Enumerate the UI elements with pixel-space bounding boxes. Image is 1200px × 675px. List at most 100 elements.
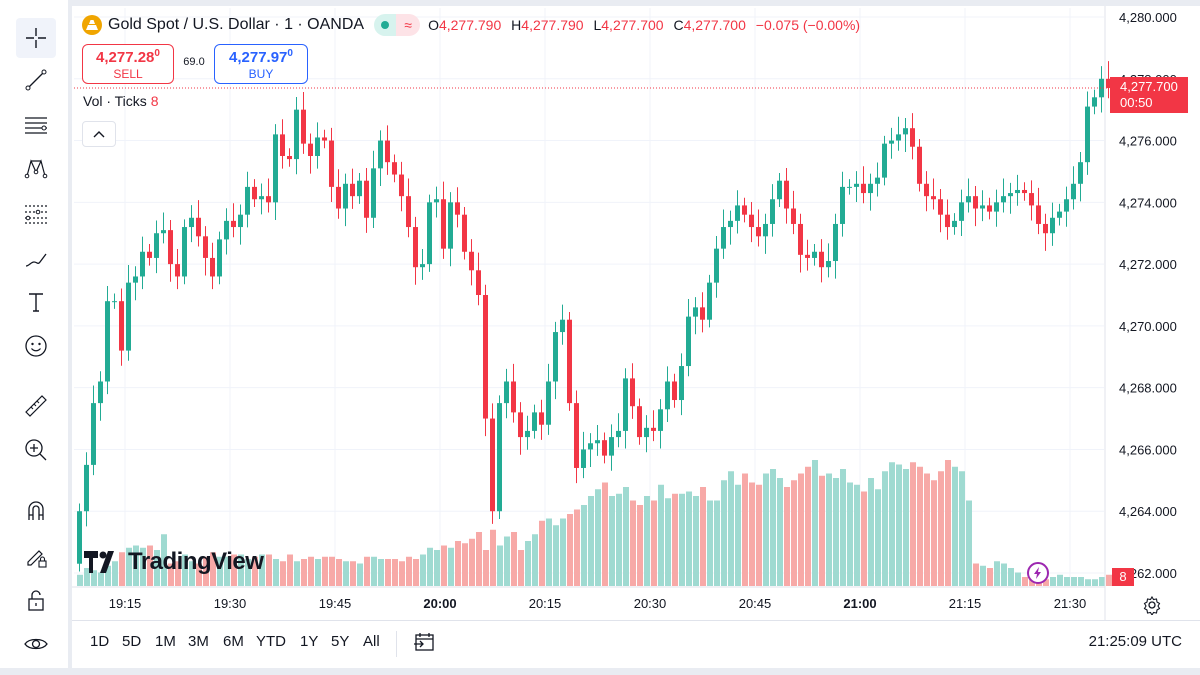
candle-body	[868, 183, 873, 194]
magnet-tool[interactable]	[16, 490, 56, 530]
candle-body	[966, 196, 971, 203]
volume-bar	[525, 541, 531, 586]
candle-body	[392, 162, 397, 175]
volume-bar	[763, 473, 769, 586]
volume-bar	[784, 487, 790, 586]
candle-body	[854, 183, 859, 187]
utc-clock[interactable]: 21:25:09 UTC	[1088, 633, 1182, 650]
candle-body	[273, 134, 278, 203]
brush-tool[interactable]	[16, 238, 56, 278]
candle-body	[1043, 223, 1048, 234]
volume-bar	[483, 550, 489, 586]
volume-bar	[308, 556, 314, 586]
chart-settings-button[interactable]	[1140, 593, 1164, 617]
candle-body	[196, 217, 201, 237]
volume-bar	[910, 462, 916, 586]
flash-icon[interactable]	[1027, 562, 1049, 584]
projection-tool[interactable]	[16, 192, 56, 232]
lock-drawings-tool[interactable]	[16, 536, 56, 576]
volume-bar	[427, 547, 433, 586]
range-1y[interactable]: 1Y	[300, 633, 319, 650]
volume-bar	[637, 505, 643, 586]
volume-bar	[1092, 579, 1098, 586]
time-tick-label: 19:30	[214, 596, 247, 611]
range-1m[interactable]: 1M	[155, 633, 176, 650]
volume-bar	[343, 561, 349, 586]
volume-bar	[154, 550, 160, 586]
volume-bar	[560, 518, 566, 586]
gold-symbol-icon	[82, 15, 102, 35]
range-6m[interactable]: 6M	[223, 633, 244, 650]
candle-body	[84, 464, 89, 512]
range-1d[interactable]: 1D	[90, 633, 110, 650]
candle-body	[945, 214, 950, 228]
volume-bar	[287, 554, 293, 586]
candle-body	[567, 319, 572, 404]
symbol-title[interactable]: Gold Spot / U.S. Dollar · 1 · OANDA	[108, 16, 365, 33]
volume-bar	[469, 538, 475, 586]
pattern-tool[interactable]	[16, 148, 56, 188]
candle-body	[154, 233, 159, 258]
candle-body	[280, 134, 285, 156]
candle-body	[140, 251, 145, 277]
price-chart[interactable]: 4,280.0004,278.0004,276.0004,274.0004,27…	[0, 0, 1200, 620]
volume-bar	[350, 561, 356, 586]
candle-body	[882, 143, 887, 178]
candle-body	[980, 205, 985, 209]
volume-bar	[399, 561, 405, 586]
goto-date-button[interactable]	[412, 630, 436, 658]
range-all[interactable]: All	[363, 633, 380, 650]
range-5d[interactable]: 5D	[122, 633, 142, 650]
emoji-tool[interactable]	[16, 326, 56, 366]
candle-body	[973, 196, 978, 209]
candle-body	[791, 208, 796, 224]
volume-bar	[182, 554, 188, 586]
candle-body	[539, 412, 544, 425]
volume-bar	[210, 552, 216, 586]
eye-tool[interactable]	[16, 624, 56, 664]
collapse-legend-button[interactable]	[82, 121, 116, 147]
volume-bar	[252, 556, 258, 586]
candle-body	[1099, 78, 1104, 98]
candle-body	[112, 301, 117, 303]
candle-body	[245, 186, 250, 215]
text-tool[interactable]	[16, 282, 56, 322]
price-tick-label: 4,276.000	[1119, 134, 1177, 149]
candle-body	[952, 220, 957, 228]
volume-bar	[203, 556, 209, 586]
candle-body	[1015, 189, 1020, 194]
brush-icon	[25, 253, 47, 267]
price-tick-label: 4,274.000	[1119, 195, 1177, 210]
volume-bar	[616, 493, 622, 586]
time-tick-label: 21:30	[1054, 596, 1087, 611]
volume-bar	[630, 500, 636, 586]
candle-body	[896, 134, 901, 141]
ruler-tool[interactable]	[16, 386, 56, 426]
range-5y[interactable]: 5Y	[331, 633, 350, 650]
volume-bar	[1085, 579, 1091, 586]
volume-bar	[574, 509, 580, 586]
candle-body	[784, 180, 789, 209]
candle-body	[805, 254, 810, 258]
volume-bar	[742, 473, 748, 586]
fib-tool[interactable]	[16, 104, 56, 144]
market-status[interactable]: ≈	[374, 14, 421, 36]
trend-line-tool[interactable]	[16, 60, 56, 100]
volume-bar	[455, 541, 461, 586]
volume-bar	[91, 570, 97, 586]
buy-button[interactable]: 4,277.970 BUY	[214, 44, 308, 84]
zoom-in-tool[interactable]	[16, 430, 56, 470]
volume-bar	[441, 545, 447, 586]
crosshair-tool[interactable]	[16, 18, 56, 58]
unlock-tool[interactable]	[16, 580, 56, 620]
range-ytd[interactable]: YTD	[256, 633, 286, 650]
sell-button[interactable]: 4,277.280 SELL	[82, 44, 174, 84]
candle-body	[1085, 106, 1090, 163]
volume-legend[interactable]: Vol · Ticks 8	[83, 93, 159, 109]
candle-body	[1092, 97, 1097, 107]
candle-body	[126, 282, 131, 351]
volume-bar	[938, 471, 944, 586]
range-3m[interactable]: 3M	[188, 633, 209, 650]
volume-bar	[595, 489, 601, 586]
candle-body	[959, 202, 964, 221]
